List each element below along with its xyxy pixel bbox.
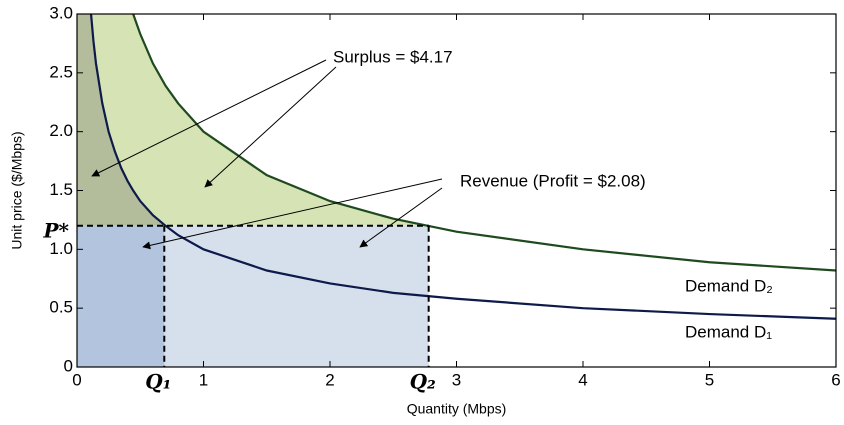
revenue-area: [77, 225, 165, 367]
x-axis-label: Quantity (Mbps): [407, 401, 507, 417]
x-tick-label: 3: [452, 370, 461, 389]
y-axis-label: Unit price ($/Mbps): [9, 131, 25, 249]
q-label: Q₂: [410, 370, 436, 394]
x-tick-label: 2: [325, 370, 334, 389]
annotation-arrow: [142, 178, 443, 250]
p-label: P*: [43, 218, 70, 242]
surplus-area: [77, 14, 429, 226]
q-label: Q₁: [145, 370, 171, 394]
x-tick-label: 6: [831, 370, 840, 389]
annotation-arrow: [359, 187, 443, 248]
y-tick-label: 0.5: [49, 298, 73, 317]
annotation: Revenue (Profit = $2.08): [460, 171, 646, 190]
annotation: Surplus = $4.17: [333, 47, 453, 66]
x-tick-label: 5: [705, 370, 714, 389]
y-tick-label: 0: [64, 356, 73, 375]
series-label: Demand D₂: [685, 276, 773, 295]
demand-curve: [89, 13, 837, 320]
y-tick-label: 1.0: [49, 239, 73, 258]
annotation-arrow: [91, 59, 327, 177]
y-tick-label: 3.0: [49, 3, 73, 22]
annotation-arrow: [204, 66, 337, 188]
x-tick-label: 0: [72, 370, 81, 389]
x-tick-label: 4: [578, 370, 587, 389]
series-label: Demand D₁: [685, 322, 772, 341]
y-tick-label: 1.5: [49, 180, 73, 199]
y-tick-label: 2.0: [49, 121, 73, 140]
demand-curve: [132, 13, 837, 272]
x-tick-label: 1: [199, 370, 208, 389]
y-tick-label: 2.5: [49, 62, 73, 81]
